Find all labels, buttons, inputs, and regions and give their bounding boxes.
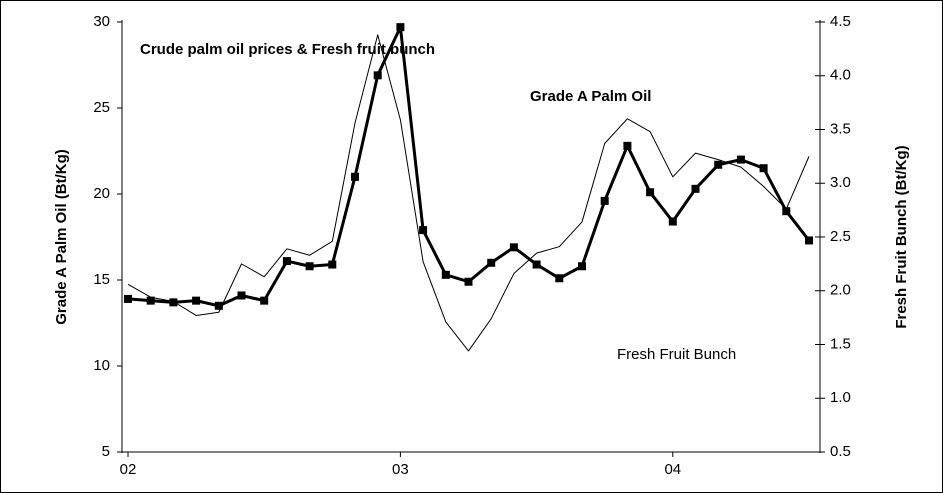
- marker: [282, 257, 291, 266]
- y-axis-label: Grade A Palm Oil (Bt/Kg): [53, 149, 70, 325]
- marker: [441, 270, 450, 279]
- series-line: [127, 34, 810, 352]
- y2-tick-label: 3.5: [830, 120, 851, 137]
- marker: [464, 277, 473, 286]
- marker: [759, 164, 768, 173]
- marker: [124, 294, 132, 303]
- y2-tick-label: 1.5: [830, 335, 851, 352]
- marker: [714, 160, 723, 169]
- x-tick-label: 04: [664, 461, 681, 478]
- y-tick-label: 25: [93, 99, 110, 116]
- marker: [305, 262, 314, 271]
- marker: [396, 23, 405, 32]
- marker: [509, 243, 518, 252]
- marker: [487, 258, 496, 267]
- y-tick-label: 10: [93, 357, 110, 374]
- marker: [328, 260, 337, 269]
- y2-tick-label: 4.5: [830, 13, 851, 30]
- marker: [351, 172, 359, 181]
- marker: [578, 262, 586, 271]
- chart-title: Crude palm oil prices & Fresh fruit bunc…: [140, 41, 435, 58]
- marker: [646, 188, 655, 197]
- y-tick-label: 15: [93, 271, 110, 288]
- marker: [555, 274, 564, 283]
- y2-tick-label: 0.5: [830, 443, 851, 460]
- marker: [419, 226, 428, 235]
- y2-tick-label: 3.0: [830, 174, 851, 191]
- y2-tick-label: 1.0: [830, 389, 851, 406]
- y-tick-label: 5: [102, 443, 110, 460]
- series-label: Grade A Palm Oil: [530, 88, 651, 105]
- marker: [192, 296, 201, 305]
- y-tick-label: 20: [93, 185, 110, 202]
- marker: [600, 196, 609, 205]
- y2-axis-label: Fresh Fruit Bunch (Bt/Kg): [893, 145, 910, 328]
- y2-tick-label: 2.0: [830, 282, 851, 299]
- marker: [736, 155, 745, 164]
- marker: [260, 296, 269, 305]
- marker: [214, 301, 223, 310]
- y-tick-label: 30: [93, 13, 110, 30]
- marker: [691, 184, 700, 193]
- x-tick-label: 02: [120, 461, 137, 478]
- series-label: Fresh Fruit Bunch: [617, 346, 736, 363]
- marker: [146, 296, 155, 305]
- marker: [805, 236, 813, 245]
- marker: [169, 298, 178, 307]
- marker: [782, 207, 791, 216]
- marker: [532, 260, 541, 269]
- marker: [668, 217, 677, 226]
- y2-tick-label: 4.0: [830, 67, 851, 84]
- y2-tick-label: 2.5: [830, 228, 851, 245]
- marker: [373, 71, 382, 80]
- x-tick-label: 03: [392, 461, 409, 478]
- marker: [623, 141, 632, 150]
- marker: [237, 291, 246, 300]
